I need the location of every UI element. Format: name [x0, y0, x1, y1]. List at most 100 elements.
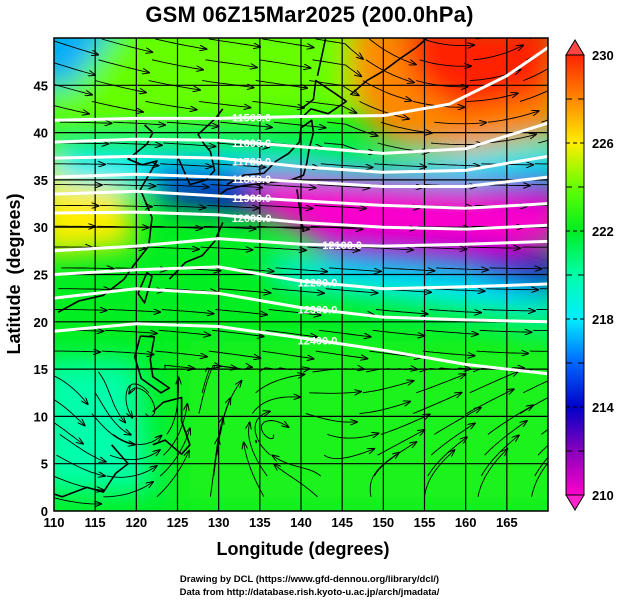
y-tick-label: 0	[41, 504, 48, 519]
streamline	[482, 310, 535, 311]
streamline	[153, 205, 206, 207]
y-axis-label: Latitude (degrees)	[4, 193, 24, 354]
streamline	[263, 184, 316, 188]
streamline	[54, 83, 92, 95]
x-axis-ticks: 110 115 120 125 130 135 140 145 150 155 160 165	[44, 515, 518, 530]
streamline	[373, 442, 416, 477]
contour-label: 12300.0	[298, 305, 338, 317]
streamline	[101, 350, 154, 354]
streamline	[431, 143, 483, 145]
streamline	[158, 329, 211, 335]
streamline	[414, 247, 467, 249]
streamline	[106, 164, 159, 166]
coastline-hokkaido	[300, 79, 348, 119]
streamline	[424, 450, 455, 497]
streamline	[268, 309, 321, 316]
streamline	[156, 451, 189, 498]
streamline	[369, 38, 416, 65]
streamline	[205, 59, 257, 68]
y-tick-label: 45	[34, 78, 48, 93]
streamline	[113, 122, 165, 125]
streamline	[315, 38, 363, 59]
streamline	[274, 464, 318, 498]
streamline	[113, 434, 161, 445]
streamline	[200, 247, 253, 250]
streamline	[219, 381, 241, 435]
coastline-palau	[254, 439, 258, 444]
streamline	[98, 59, 150, 73]
streamline	[54, 399, 85, 426]
streamline	[156, 185, 209, 187]
colorbar-tick-label: 222	[592, 224, 614, 239]
streamline	[145, 100, 196, 109]
streamline	[272, 288, 324, 294]
streamline	[255, 374, 305, 394]
streamline	[213, 417, 223, 477]
streamline	[537, 139, 548, 144]
y-tick-label: 10	[34, 409, 48, 424]
x-tick-label: 135	[249, 515, 271, 530]
contour-label: 12200.0	[298, 278, 338, 290]
coastline-korea	[176, 108, 224, 186]
colorbar-under-triangle	[565, 494, 585, 511]
contour-label: 12400.0	[298, 335, 338, 347]
streamline	[218, 288, 271, 293]
streamline	[325, 288, 378, 293]
y-tick-label: 15	[34, 362, 48, 377]
x-tick-label: 150	[372, 515, 394, 530]
streamline	[476, 38, 485, 40]
streamline	[54, 40, 98, 55]
streamline	[531, 461, 548, 497]
streamline	[252, 100, 304, 108]
field-region-cold-nw-corner	[54, 38, 106, 86]
colorbar-tick-label: 214	[592, 400, 614, 415]
streamline	[432, 289, 485, 292]
streamlines	[54, 38, 548, 504]
streamline	[484, 421, 527, 456]
streamline	[155, 38, 206, 49]
credit-drawing: Drawing by DCL (https://www.gfd-dennou.o…	[179, 574, 440, 585]
streamline	[519, 90, 548, 102]
streamline	[486, 289, 538, 290]
x-tick-label: 110	[44, 515, 65, 530]
x-tick-label: 120	[125, 515, 147, 530]
streamline	[466, 389, 514, 414]
colorbar-ticks: 210 214 218 222 226 230	[566, 48, 614, 503]
y-tick-label: 5	[41, 457, 48, 472]
streamline	[207, 205, 259, 208]
streamline	[359, 402, 411, 415]
streamline	[91, 413, 135, 445]
streamline	[480, 435, 519, 477]
x-axis-label: Longitude (degrees)	[216, 539, 389, 559]
x-tick-label: 160	[455, 515, 477, 530]
contour-11600.0	[54, 121, 548, 155]
streamline	[54, 62, 95, 75]
coastline-borneo	[54, 444, 129, 498]
streamline	[260, 420, 288, 439]
streamline	[365, 59, 414, 83]
streamline	[469, 371, 518, 394]
contour-label: 11700.0	[232, 157, 271, 169]
streamline	[262, 38, 313, 48]
y-tick-label: 35	[34, 173, 48, 188]
y-tick-label: 20	[34, 315, 48, 330]
y-tick-label: 40	[34, 126, 48, 141]
streamline	[434, 408, 480, 435]
streamline	[312, 59, 362, 77]
colorbar: 210 214 218 222 226 230	[565, 39, 614, 511]
streamline	[305, 100, 356, 113]
x-tick-label: 155	[414, 515, 436, 530]
streamline	[54, 375, 88, 404]
streamline	[260, 204, 313, 208]
streamline	[533, 329, 548, 331]
streamline	[98, 371, 126, 423]
plot-frame	[53, 37, 549, 512]
streamline	[249, 422, 268, 477]
streamline	[307, 246, 360, 250]
x-tick-label: 130	[208, 515, 230, 530]
streamline	[59, 434, 106, 461]
streamline	[479, 330, 532, 332]
streamline	[262, 350, 313, 359]
colorbar-tick-label: 218	[592, 312, 614, 327]
contour-11700.0	[54, 154, 548, 174]
